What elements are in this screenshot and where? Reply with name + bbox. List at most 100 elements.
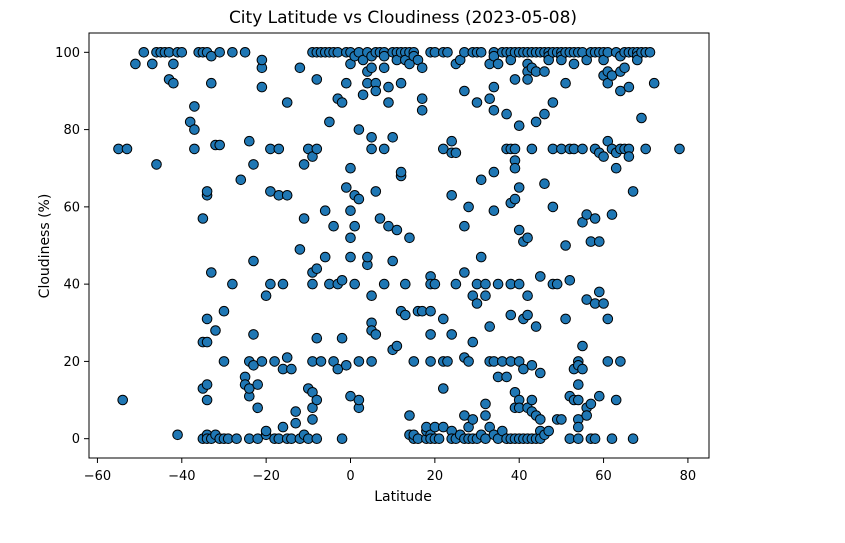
data-point	[328, 220, 339, 232]
data-point	[573, 379, 584, 390]
data-point	[522, 232, 533, 244]
data-point	[518, 363, 529, 375]
data-point	[480, 290, 491, 302]
data-point	[416, 105, 428, 116]
data-point	[610, 394, 622, 406]
data-point	[644, 47, 656, 58]
data-point	[206, 267, 217, 278]
data-point	[564, 275, 576, 286]
data-point	[535, 414, 546, 425]
data-point	[606, 209, 618, 220]
data-point	[265, 186, 276, 197]
data-point	[475, 251, 487, 263]
data-point	[488, 166, 500, 178]
data-point	[404, 410, 415, 421]
data-point	[206, 77, 217, 89]
data-point	[627, 433, 639, 445]
data-point	[509, 162, 521, 174]
data-point	[281, 352, 293, 363]
data-point	[378, 62, 390, 74]
data-point	[353, 356, 365, 367]
data-point	[492, 58, 504, 70]
data-point	[488, 205, 500, 216]
data-point	[387, 132, 399, 143]
data-point	[370, 186, 382, 197]
data-point	[311, 394, 323, 406]
data-point	[324, 116, 335, 128]
data-point	[581, 410, 593, 421]
data-point	[311, 433, 323, 445]
data-point	[189, 101, 200, 112]
data-point	[446, 135, 458, 147]
data-point	[556, 414, 567, 425]
data-point	[577, 340, 588, 352]
data-point	[286, 363, 297, 375]
data-point	[168, 77, 179, 89]
data-point	[248, 329, 259, 340]
data-point	[589, 213, 601, 224]
data-point	[147, 58, 158, 70]
y-tick-label: 20	[63, 355, 80, 370]
data-point	[446, 329, 458, 340]
data-point	[366, 356, 377, 367]
data-point	[256, 356, 268, 367]
data-point	[168, 58, 179, 70]
y-tick-label: 60	[63, 200, 80, 215]
data-point	[484, 93, 496, 104]
data-point	[319, 205, 331, 216]
data-point	[294, 62, 306, 74]
data-point	[573, 433, 584, 445]
data-point	[206, 50, 217, 62]
data-point	[265, 278, 276, 290]
data-point	[248, 360, 259, 371]
data-point	[252, 379, 264, 390]
data-point	[581, 294, 593, 305]
data-point	[573, 421, 584, 433]
data-point	[450, 147, 462, 159]
data-point	[594, 236, 605, 247]
data-point	[319, 251, 331, 263]
data-point	[298, 213, 310, 224]
data-point	[404, 232, 415, 244]
data-point	[290, 406, 302, 417]
data-point	[509, 193, 521, 205]
data-point	[539, 178, 550, 189]
data-point	[488, 81, 500, 93]
data-point	[298, 159, 310, 170]
data-point	[366, 132, 377, 143]
data-point	[560, 77, 571, 89]
data-point	[349, 278, 361, 290]
data-point	[391, 340, 403, 352]
data-point	[425, 329, 436, 340]
x-axis-label: Latitude	[374, 489, 432, 505]
y-tick-label: 80	[63, 123, 80, 138]
data-point	[535, 367, 546, 379]
data-point	[252, 433, 264, 445]
data-point	[547, 97, 559, 108]
data-point	[619, 62, 630, 74]
data-point	[513, 120, 525, 131]
data-point	[598, 151, 609, 162]
data-point	[315, 356, 327, 367]
y-axis-label: Cloudiness (%)	[37, 194, 53, 299]
data-point	[172, 429, 183, 441]
data-point	[130, 58, 141, 70]
data-point	[425, 305, 436, 317]
data-point	[311, 143, 323, 155]
x-tick-label: −60	[84, 469, 111, 484]
data-point	[176, 47, 188, 58]
data-point	[433, 433, 445, 445]
data-point	[513, 278, 525, 290]
data-point	[594, 390, 605, 402]
data-point	[475, 174, 487, 186]
data-point	[442, 356, 453, 367]
data-point	[438, 421, 449, 433]
data-point	[522, 290, 533, 302]
data-point	[121, 143, 133, 155]
data-point	[488, 105, 500, 116]
data-point	[471, 298, 483, 309]
data-point	[370, 85, 382, 97]
data-point	[602, 313, 614, 325]
data-point	[336, 97, 348, 108]
data-point	[560, 240, 571, 251]
